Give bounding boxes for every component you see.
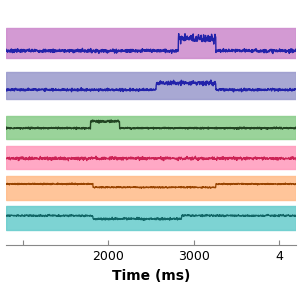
Bar <box>6 207 296 230</box>
Bar <box>6 176 296 200</box>
X-axis label: Time (ms): Time (ms) <box>112 269 190 283</box>
Bar <box>6 28 296 59</box>
Bar <box>6 72 296 99</box>
Bar <box>6 116 296 139</box>
Bar <box>6 146 296 170</box>
